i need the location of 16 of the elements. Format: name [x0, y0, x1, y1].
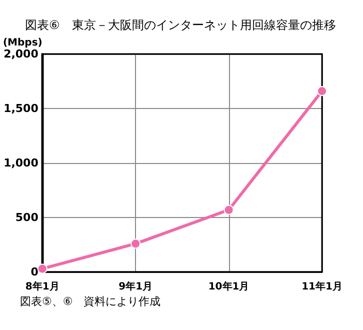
x-tick-label: 8年1月 — [25, 280, 60, 292]
y-tick-label: 1,000 — [4, 156, 39, 170]
point — [317, 86, 327, 96]
x-tick-label: 9年1月 — [118, 280, 153, 292]
y-tick-label: 2,000 — [4, 48, 39, 60]
text: 図表⑤、⑥ 資料により作成 — [20, 295, 161, 308]
point — [130, 238, 141, 249]
y-tick-label: 0 — [30, 266, 39, 278]
y-axis-title: (Mbps) — [2, 38, 42, 48]
point — [37, 264, 48, 274]
chart-title: 図表⑥ 東京－大阪間のインターネット用回線容量の推移 — [25, 18, 336, 32]
point — [224, 204, 234, 215]
x-tick-label: 10年1月 — [208, 280, 250, 292]
y-tick-label: 1,500 — [4, 102, 39, 115]
x-tick-label: 11年1月 — [302, 280, 342, 292]
y-tick-label: 500 — [15, 211, 39, 224]
